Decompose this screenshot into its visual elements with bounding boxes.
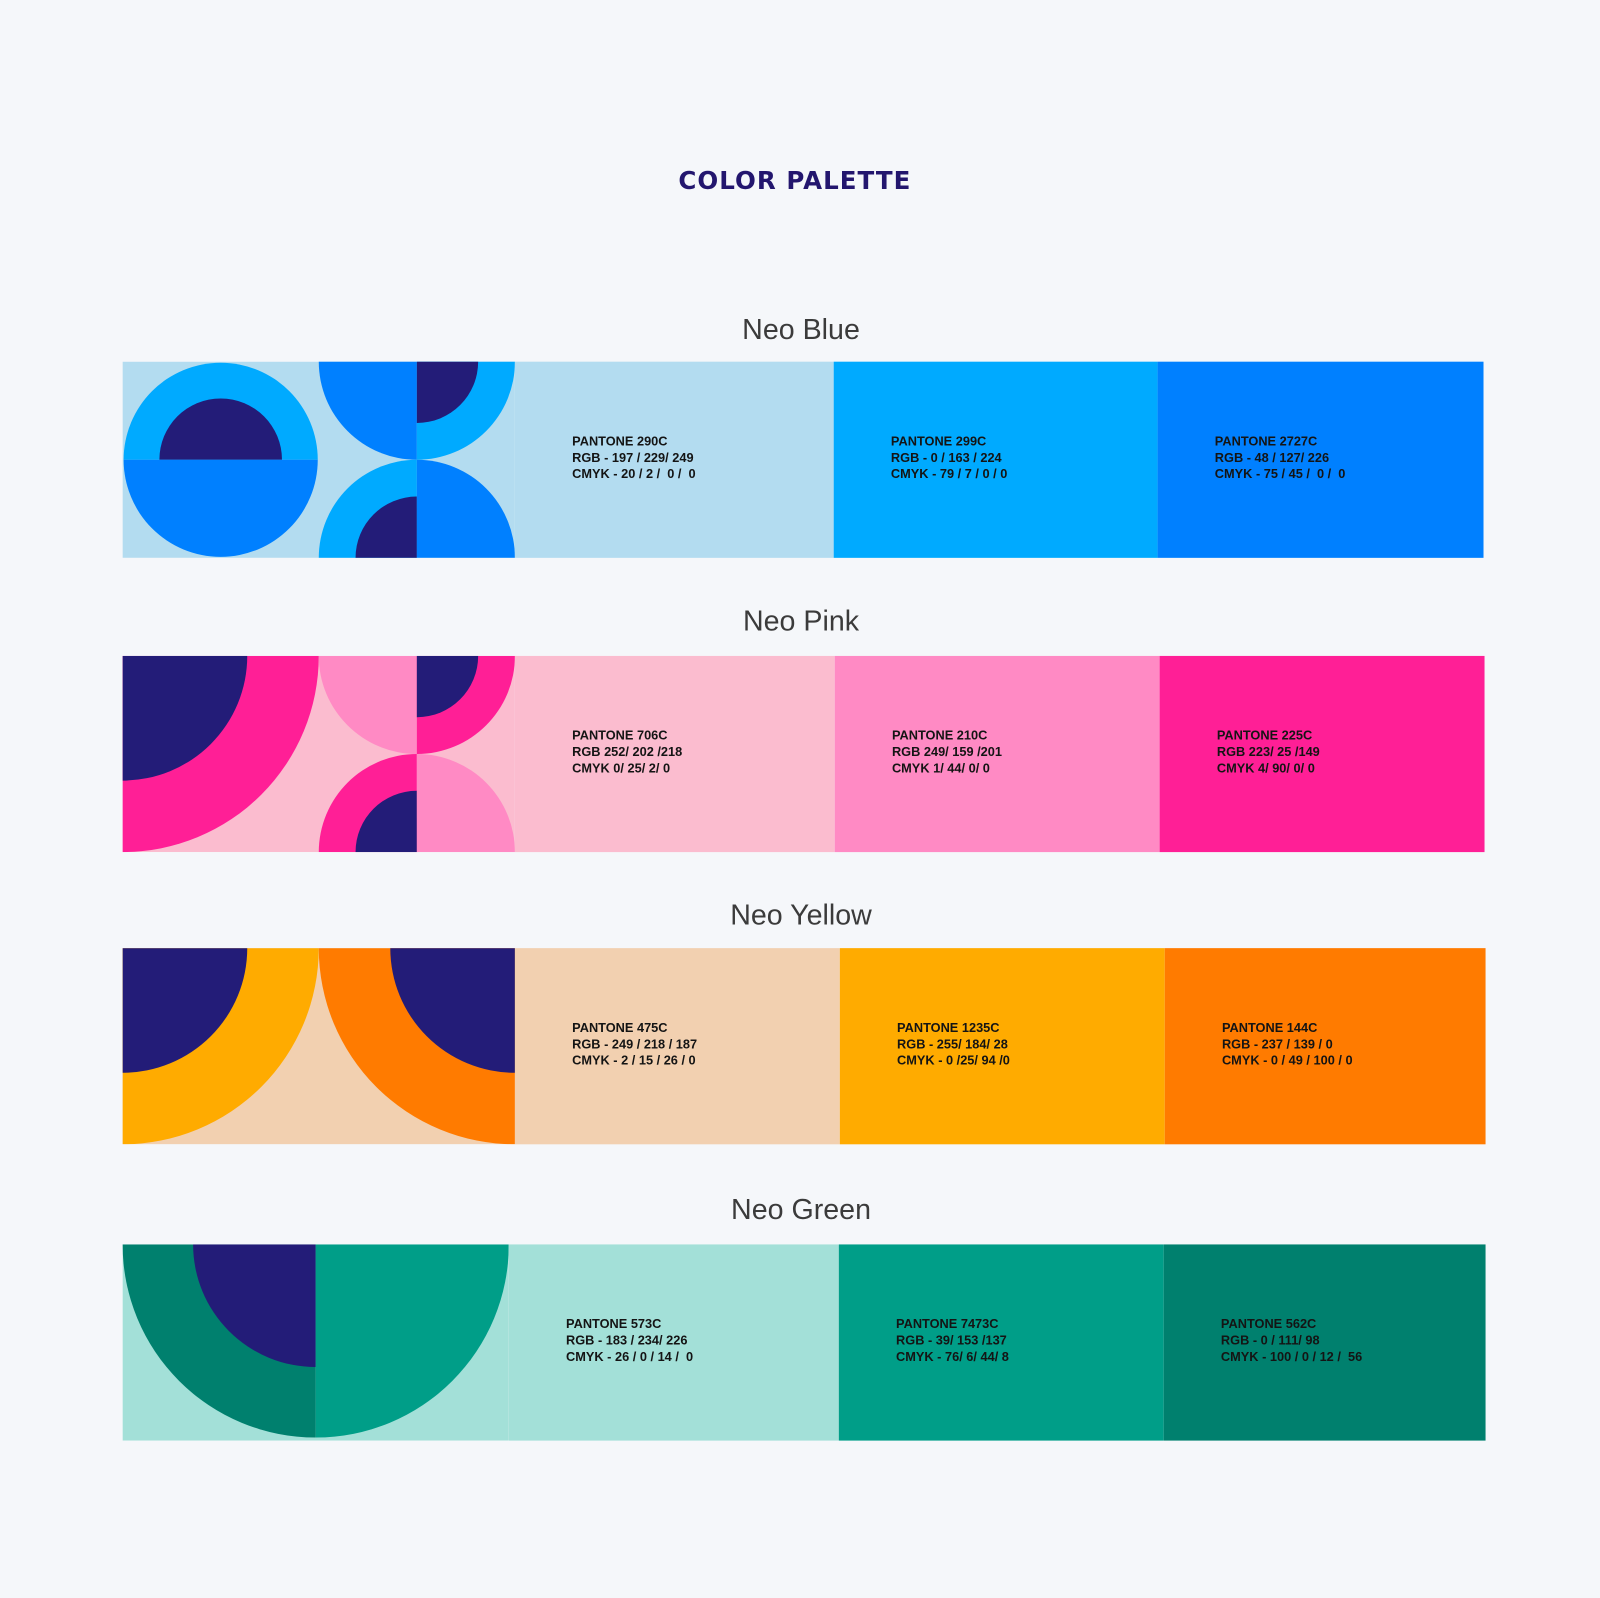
cmyk-value: CMYK - 100 / 0 / 12 / 56 (1220, 1349, 1363, 1364)
neo-pink-geometric-art (122, 655, 515, 853)
cmyk-value: CMYK - 26 / 0 / 14 / 0 (566, 1349, 694, 1364)
pantone-code: PANTONE 562C (1220, 1316, 1317, 1332)
rgb-value: RGB - 39/ 153 /137 (896, 1333, 1007, 1348)
neo-blue-palette-band: PANTONE 290C RGB - 197 / 229/ 249 CMYK -… (122, 361, 1484, 558)
swatch-info: PANTONE 475C RGB - 249 / 218 / 187 CMYK … (572, 1020, 697, 1069)
page-title: COLOR PALETTE (678, 166, 912, 196)
rgb-value: RGB 249/ 159 /201 (891, 744, 1003, 760)
cmyk-value: CMYK - 20 / 2 / 0 / 0 (572, 466, 696, 482)
neo-yellow-palette-band: PANTONE 475C RGB - 249 / 218 / 187 CMYK … (122, 948, 1486, 1145)
swatch-info: PANTONE 562C RGB - 0 / 111/ 98 CMYK - 10… (1221, 1316, 1362, 1365)
swatch-info: PANTONE 706C RGB 252/ 202 /218 CMYK 0/ 2… (572, 727, 682, 776)
neo-green-geometric-art (122, 1244, 509, 1441)
color-swatch: PANTONE 225C RGB 223/ 25 /149 CMYK 4/ 90… (1159, 655, 1485, 853)
pantone-code: PANTONE 144C (1221, 1020, 1318, 1035)
rgb-value: RGB - 255/ 184/ 28 (897, 1037, 1008, 1052)
cmyk-value: CMYK - 76/ 6/ 44/ 8 (896, 1349, 1009, 1364)
neo-yellow-geometric-art (122, 948, 515, 1145)
neo-blue-heading: Neo Blue (742, 313, 860, 346)
neo-pink-heading: Neo Pink (742, 604, 860, 637)
color-swatch: PANTONE 475C RGB - 249 / 218 / 187 CMYK … (514, 948, 840, 1145)
cmyk-value: CMYK 0/ 25/ 2/ 0 (572, 761, 671, 776)
rgb-value: RGB - 48 / 127/ 226 (1214, 450, 1330, 465)
color-swatch: PANTONE 2727C RGB - 48 / 127/ 226 CMYK -… (1157, 361, 1484, 558)
color-swatch: PANTONE 290C RGB - 197 / 229/ 249 CMYK -… (514, 361, 834, 558)
swatch-info: PANTONE 7473C RGB - 39/ 153 /137 CMYK - … (896, 1316, 1009, 1365)
cmyk-value: CMYK 4/ 90/ 0/ 0 (1216, 761, 1315, 776)
color-swatch: PANTONE 210C RGB 249/ 159 /201 CMYK 1/ 4… (834, 655, 1160, 853)
rgb-value: RGB - 197 / 229/ 249 (572, 450, 694, 465)
rgb-value: RGB - 183 / 234/ 226 (566, 1333, 688, 1348)
cmyk-value: CMYK 1/ 44/ 0/ 0 (891, 761, 990, 776)
swatch-info: PANTONE 573C RGB - 183 / 234/ 226 CMYK -… (566, 1316, 693, 1365)
pantone-code: PANTONE 706C (572, 728, 668, 743)
swatch-info: PANTONE 144C RGB - 237 / 139 / 0 CMYK - … (1222, 1020, 1353, 1069)
color-swatch: PANTONE 299C RGB - 0 / 163 / 224 CMYK - … (833, 361, 1158, 558)
rgb-value: RGB 223/ 25 /149 (1216, 744, 1320, 760)
swatch-info: PANTONE 290C RGB - 197 / 229/ 249 CMYK -… (572, 433, 695, 482)
pantone-code: PANTONE 573C (566, 1316, 662, 1332)
rgb-value: RGB 252/ 202 /218 (572, 744, 683, 760)
pantone-code: PANTONE 290C (572, 434, 668, 449)
neo-pink-palette-band: PANTONE 706C RGB 252/ 202 /218 CMYK 0/ 2… (122, 655, 1485, 853)
pantone-code: PANTONE 7473C (896, 1316, 999, 1332)
neo-green-palette-band: PANTONE 573C RGB - 183 / 234/ 226 CMYK -… (122, 1244, 1486, 1441)
swatch-info: PANTONE 210C RGB 249/ 159 /201 CMYK 1/ 4… (892, 727, 1002, 776)
neo-green-heading: Neo Green (731, 1193, 871, 1226)
swatch-info: PANTONE 225C RGB 223/ 25 /149 CMYK 4/ 90… (1217, 727, 1320, 776)
cmyk-value: CMYK - 0 /25/ 94 /0 (897, 1053, 1010, 1068)
pantone-code: PANTONE 2727C (1214, 434, 1318, 449)
swatch-info: PANTONE 299C RGB - 0 / 163 / 224 CMYK - … (891, 433, 1007, 482)
color-swatch: PANTONE 562C RGB - 0 / 111/ 98 CMYK - 10… (1163, 1244, 1486, 1441)
cmyk-value: CMYK - 2 / 15 / 26 / 0 (572, 1053, 696, 1068)
pantone-code: PANTONE 1235C (897, 1020, 1000, 1035)
rgb-value: RGB - 237 / 139 / 0 (1221, 1037, 1333, 1052)
pantone-code: PANTONE 225C (1216, 728, 1313, 743)
color-swatch: PANTONE 706C RGB 252/ 202 /218 CMYK 0/ 2… (514, 655, 835, 853)
swatch-info: PANTONE 1235C RGB - 255/ 184/ 28 CMYK - … (897, 1020, 1010, 1069)
cmyk-value: CMYK - 79 / 7 / 0 / 0 (890, 466, 1008, 482)
color-swatch: PANTONE 573C RGB - 183 / 234/ 226 CMYK -… (508, 1244, 839, 1441)
cmyk-value: CMYK - 75 / 45 / 0 / 0 (1214, 466, 1346, 482)
pantone-code: PANTONE 475C (572, 1020, 668, 1035)
color-swatch: PANTONE 1235C RGB - 255/ 184/ 28 CMYK - … (839, 948, 1165, 1145)
rgb-value: RGB - 0 / 163 / 224 (890, 450, 1002, 465)
rgb-value: RGB - 249 / 218 / 187 (572, 1037, 698, 1052)
color-swatch: PANTONE 144C RGB - 237 / 139 / 0 CMYK - … (1164, 948, 1486, 1145)
cmyk-value: CMYK - 0 / 49 / 100 / 0 (1221, 1053, 1353, 1068)
pantone-code: PANTONE 299C (890, 434, 987, 449)
pantone-code: PANTONE 210C (891, 728, 988, 743)
neo-blue-geometric-art (122, 361, 515, 558)
swatch-info: PANTONE 2727C RGB - 48 / 127/ 226 CMYK -… (1215, 433, 1346, 482)
color-swatch: PANTONE 7473C RGB - 39/ 153 /137 CMYK - … (838, 1244, 1164, 1441)
neo-yellow-heading: Neo Yellow (730, 899, 872, 931)
rgb-value: RGB - 0 / 111/ 98 (1220, 1333, 1320, 1348)
